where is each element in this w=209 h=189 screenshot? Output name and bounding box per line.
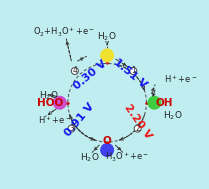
Circle shape [53, 96, 67, 110]
Text: 1.51 V: 1.51 V [112, 57, 149, 90]
Circle shape [100, 48, 114, 62]
Text: HOO: HOO [37, 98, 63, 108]
Circle shape [71, 67, 78, 74]
Circle shape [100, 143, 114, 157]
Text: H$_2$O: H$_2$O [163, 110, 183, 122]
Circle shape [134, 125, 141, 132]
Text: H$_3$O$^+$+e$^-$: H$_3$O$^+$+e$^-$ [105, 151, 150, 164]
Circle shape [130, 67, 137, 74]
Text: H$_2$O: H$_2$O [40, 89, 59, 102]
Text: H$^+$+e$^-$: H$^+$+e$^-$ [38, 114, 71, 126]
Text: H$_2$O: H$_2$O [80, 151, 99, 163]
Text: 4: 4 [72, 67, 77, 75]
Text: 2.20 V: 2.20 V [122, 102, 153, 141]
Text: 0.91 V: 0.91 V [63, 102, 96, 139]
Text: OH: OH [155, 98, 173, 108]
Text: O$_2$+H$_3$O$^+$+e$^-$: O$_2$+H$_3$O$^+$+e$^-$ [33, 26, 95, 40]
Text: 3: 3 [69, 124, 74, 133]
Text: H$_2$O: H$_2$O [97, 31, 117, 43]
Text: O: O [103, 136, 111, 146]
Text: 2: 2 [135, 124, 140, 133]
Text: 1: 1 [131, 67, 136, 75]
Text: H$^+$+e$^-$: H$^+$+e$^-$ [164, 74, 197, 85]
Circle shape [68, 125, 75, 132]
Circle shape [147, 96, 161, 110]
Text: 0.30 V: 0.30 V [72, 59, 109, 92]
